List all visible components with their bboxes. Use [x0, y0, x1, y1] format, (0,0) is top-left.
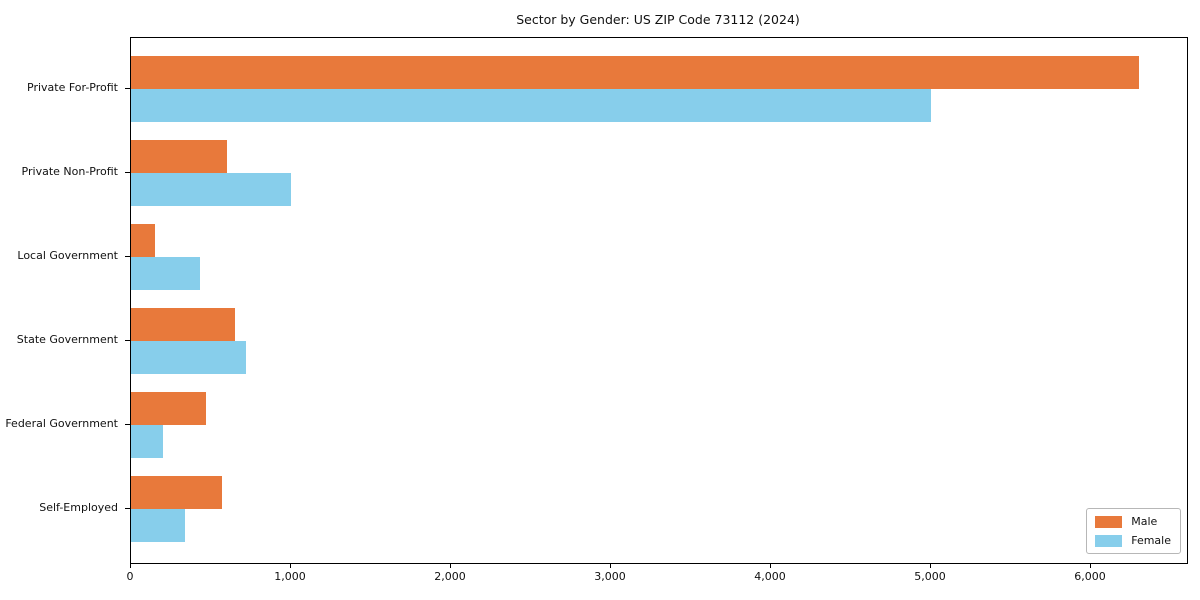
- bar-female-private-non-profit: [131, 173, 291, 206]
- y-axis-label-private-non-profit: Private Non-Profit: [21, 165, 118, 178]
- bar-female-federal-government: [131, 425, 163, 458]
- legend: Male Female: [1086, 508, 1181, 554]
- x-tick-mark: [610, 563, 611, 568]
- legend-item-male: Male: [1095, 515, 1171, 528]
- x-tick-mark: [290, 563, 291, 568]
- bar-male-federal-government: [131, 392, 207, 425]
- x-tick-label-2-000: 2,000: [434, 570, 466, 583]
- legend-item-female: Female: [1095, 534, 1171, 547]
- bar-female-private-for-profit: [131, 89, 931, 122]
- bar-male-local-government: [131, 224, 155, 257]
- y-tick-mark: [125, 172, 130, 173]
- legend-swatch-female: [1095, 534, 1123, 547]
- chart-title: Sector by Gender: US ZIP Code 73112 (202…: [516, 12, 800, 27]
- y-axis-label-private-for-profit: Private For-Profit: [27, 81, 118, 94]
- x-tick-label-3-000: 3,000: [594, 570, 626, 583]
- x-tick-label-4-000: 4,000: [754, 570, 786, 583]
- x-tick-mark: [930, 563, 931, 568]
- x-tick-label-5-000: 5,000: [914, 570, 946, 583]
- bar-female-state-government: [131, 341, 247, 374]
- bar-male-state-government: [131, 308, 235, 341]
- x-tick-mark: [450, 563, 451, 568]
- y-tick-mark: [125, 256, 130, 257]
- x-tick-label-1-000: 1,000: [274, 570, 306, 583]
- bar-male-private-for-profit: [131, 56, 1139, 89]
- bar-male-private-non-profit: [131, 140, 227, 173]
- y-tick-mark: [125, 424, 130, 425]
- legend-swatch-male: [1095, 515, 1123, 528]
- x-tick-mark: [1090, 563, 1091, 568]
- plot-area: Male Female: [130, 37, 1188, 564]
- x-tick-mark: [770, 563, 771, 568]
- y-axis-label-state-government: State Government: [16, 333, 118, 346]
- y-tick-mark: [125, 88, 130, 89]
- x-tick-mark: [130, 563, 131, 568]
- bar-female-self-employed: [131, 509, 186, 542]
- bar-female-local-government: [131, 257, 200, 290]
- y-tick-mark: [125, 508, 130, 509]
- legend-label-female: Female: [1131, 534, 1171, 547]
- x-tick-label-0: 0: [126, 570, 134, 583]
- legend-label-male: Male: [1131, 515, 1158, 528]
- y-tick-mark: [125, 340, 130, 341]
- bar-male-self-employed: [131, 476, 223, 509]
- y-axis-label-federal-government: Federal Government: [5, 417, 118, 430]
- y-axis-label-self-employed: Self-Employed: [39, 501, 118, 514]
- x-tick-label-6-000: 6,000: [1074, 570, 1106, 583]
- y-axis-label-local-government: Local Government: [17, 249, 118, 262]
